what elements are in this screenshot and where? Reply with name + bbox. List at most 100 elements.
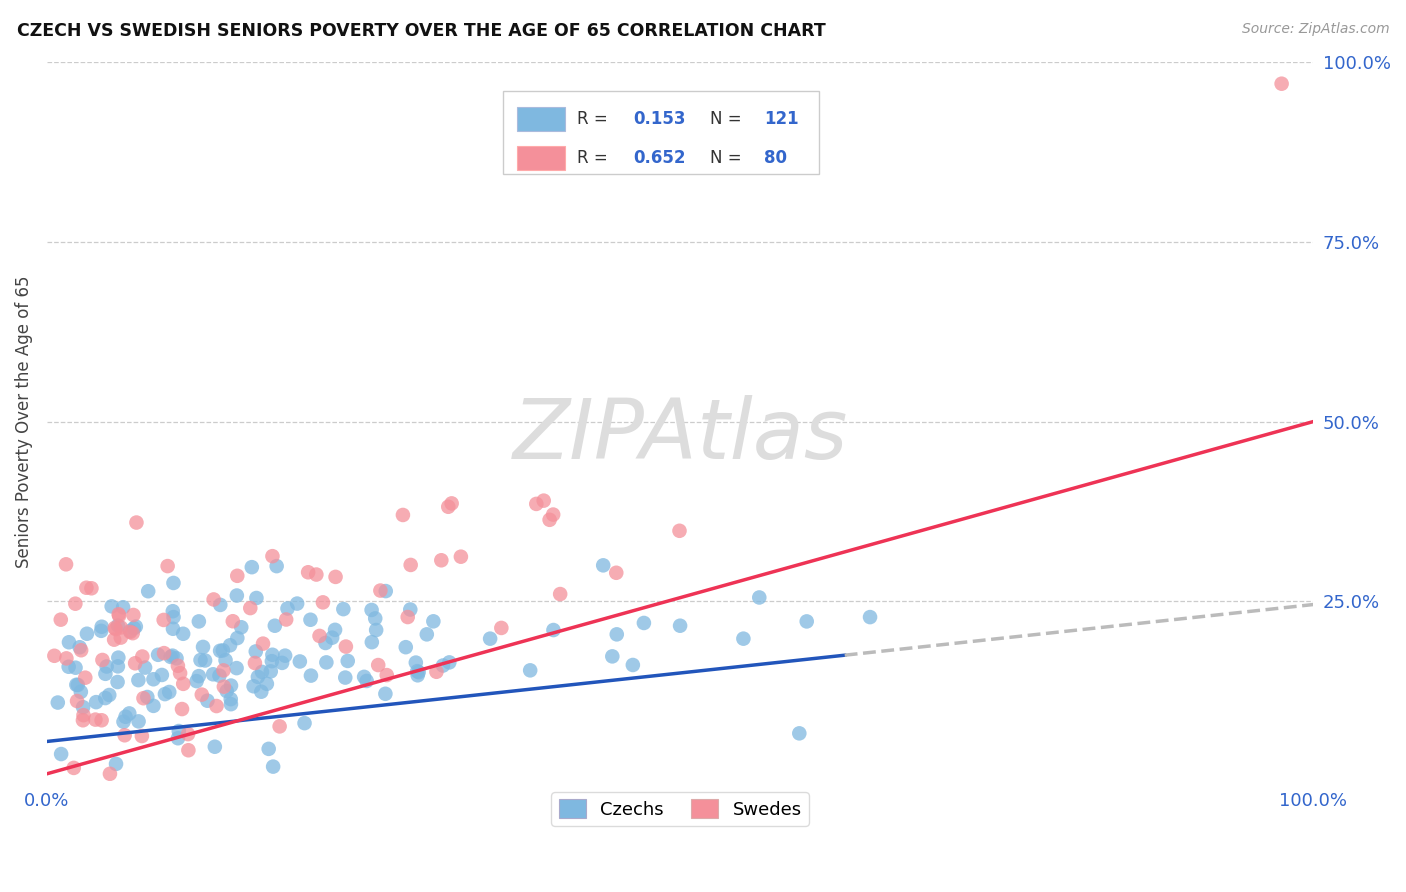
Point bbox=[260, 654, 283, 668]
Point bbox=[266, 559, 288, 574]
Point bbox=[276, 601, 298, 615]
Point bbox=[96, 659, 118, 673]
Point bbox=[136, 690, 159, 704]
Point bbox=[787, 726, 810, 740]
Point bbox=[222, 614, 245, 628]
Point bbox=[219, 697, 242, 711]
Point bbox=[162, 610, 184, 624]
Point bbox=[208, 668, 231, 682]
Point bbox=[90, 713, 112, 727]
Point bbox=[169, 666, 191, 681]
Point bbox=[231, 620, 253, 634]
Point bbox=[243, 656, 266, 670]
Point bbox=[399, 558, 422, 572]
Point bbox=[153, 687, 176, 701]
Point bbox=[600, 649, 623, 664]
Point bbox=[288, 655, 311, 669]
Point bbox=[239, 601, 262, 615]
Point bbox=[107, 618, 129, 632]
Point bbox=[733, 632, 755, 646]
Text: 0.652: 0.652 bbox=[634, 149, 686, 167]
FancyBboxPatch shape bbox=[517, 146, 565, 170]
Point bbox=[128, 714, 150, 729]
Point bbox=[65, 661, 87, 675]
Point bbox=[219, 692, 242, 706]
Point bbox=[246, 670, 269, 684]
Point bbox=[157, 685, 180, 699]
Point bbox=[360, 635, 382, 649]
Text: 121: 121 bbox=[765, 111, 799, 128]
Point bbox=[432, 658, 454, 673]
Point bbox=[748, 591, 770, 605]
Point bbox=[162, 648, 184, 663]
Point bbox=[46, 696, 69, 710]
Point bbox=[132, 691, 155, 706]
Point bbox=[399, 602, 422, 616]
Point bbox=[308, 629, 330, 643]
Point bbox=[245, 644, 267, 658]
Point bbox=[105, 756, 128, 771]
Point bbox=[191, 640, 214, 654]
Point bbox=[226, 569, 249, 583]
Point bbox=[187, 615, 209, 629]
Point bbox=[305, 567, 328, 582]
Point bbox=[70, 685, 93, 699]
Point bbox=[668, 524, 690, 538]
Point bbox=[114, 710, 136, 724]
Point bbox=[335, 640, 357, 654]
Point bbox=[162, 604, 184, 618]
Point bbox=[262, 648, 284, 662]
Point bbox=[796, 615, 818, 629]
Legend: Czechs, Swedes: Czechs, Swedes bbox=[551, 792, 808, 826]
Point bbox=[360, 603, 382, 617]
Point bbox=[450, 549, 472, 564]
Point bbox=[332, 602, 354, 616]
Point bbox=[242, 679, 264, 693]
Point bbox=[375, 668, 398, 682]
Point bbox=[150, 668, 173, 682]
Point bbox=[166, 651, 188, 665]
Point bbox=[70, 643, 93, 657]
Point bbox=[204, 739, 226, 754]
Point bbox=[245, 591, 267, 605]
Point bbox=[336, 654, 359, 668]
Point bbox=[197, 694, 219, 708]
Point bbox=[219, 679, 242, 693]
Point bbox=[127, 673, 149, 687]
Point bbox=[162, 576, 184, 591]
Point bbox=[84, 713, 107, 727]
Point bbox=[299, 613, 322, 627]
Point bbox=[72, 713, 94, 727]
Point bbox=[131, 649, 153, 664]
Point bbox=[131, 729, 153, 743]
Point bbox=[491, 621, 513, 635]
Point bbox=[669, 618, 692, 632]
Point bbox=[353, 670, 375, 684]
Point bbox=[65, 678, 87, 692]
Point bbox=[392, 508, 415, 522]
Point bbox=[366, 623, 388, 637]
Point bbox=[605, 566, 627, 580]
Point bbox=[260, 665, 283, 679]
Point bbox=[606, 627, 628, 641]
Point bbox=[335, 671, 357, 685]
Point bbox=[548, 587, 571, 601]
Point bbox=[167, 658, 190, 673]
Point bbox=[91, 653, 114, 667]
Point bbox=[271, 656, 294, 670]
Point bbox=[225, 589, 247, 603]
Point bbox=[107, 675, 129, 690]
Point bbox=[356, 673, 378, 688]
Point bbox=[122, 621, 145, 635]
Point bbox=[172, 677, 194, 691]
Point bbox=[256, 677, 278, 691]
Point bbox=[172, 627, 194, 641]
Point bbox=[90, 624, 112, 638]
Point bbox=[49, 747, 72, 761]
Point bbox=[94, 666, 117, 681]
Point bbox=[297, 566, 319, 580]
Point bbox=[194, 653, 217, 667]
Point bbox=[100, 599, 122, 614]
Point bbox=[212, 664, 235, 678]
Point bbox=[274, 648, 297, 663]
